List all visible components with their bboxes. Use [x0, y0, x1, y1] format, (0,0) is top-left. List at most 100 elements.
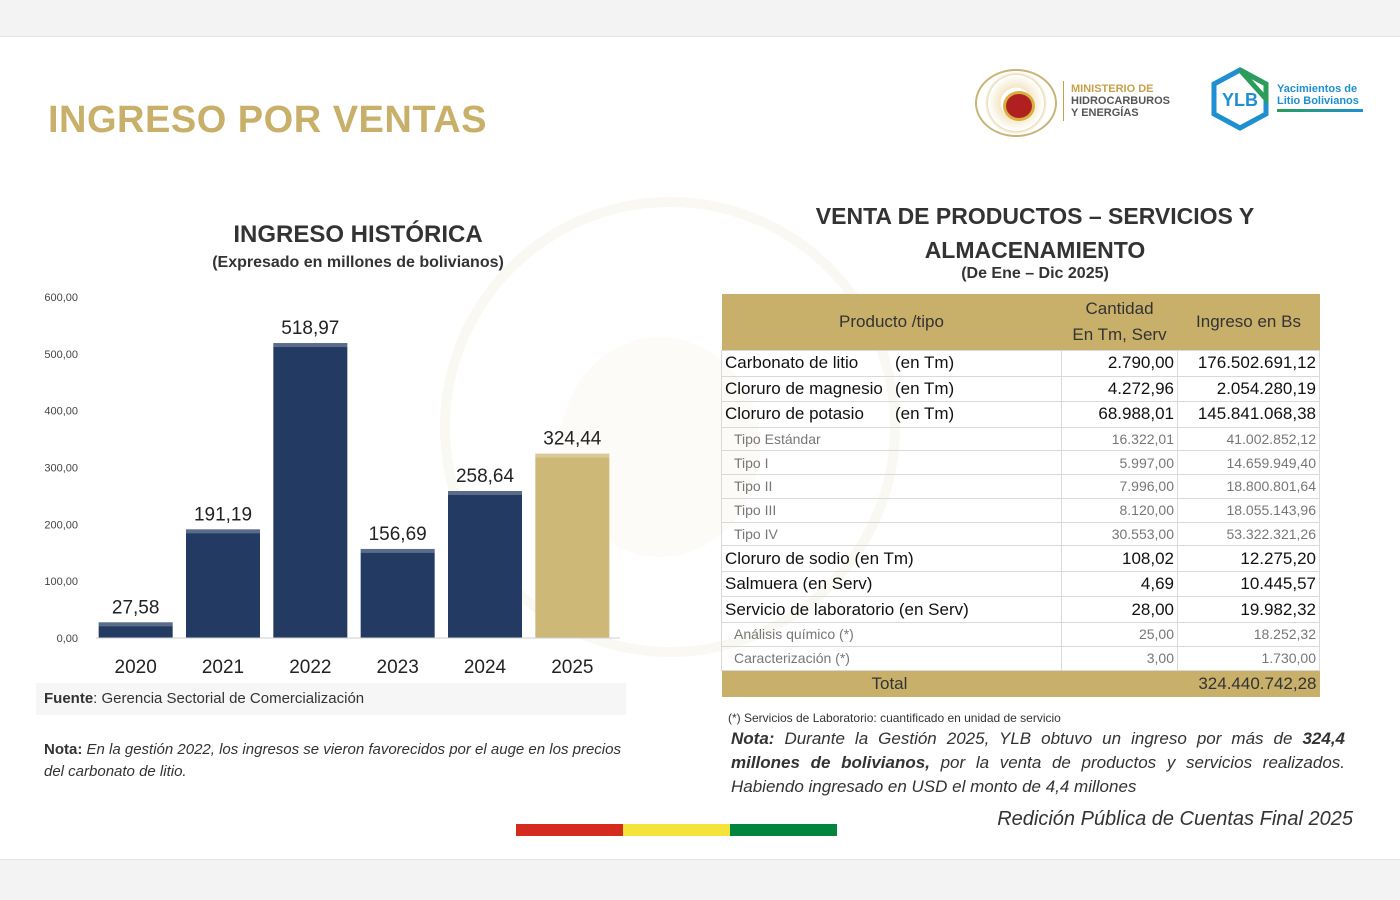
- table-row: Servicio de laboratorio (en Serv) 28,00 19…: [721, 596, 1320, 623]
- quantity-cell: 8.120,00: [1061, 497, 1178, 523]
- product-name-cell: Cloruro de potasio (en Tm): [721, 401, 1062, 428]
- income-bar-chart: 0,00 100,00 200,00 300,00 400,00 500,00 600,00…: [44, 292, 620, 678]
- income-cell: 176.502.691,12: [1177, 350, 1320, 377]
- flag-stripe-3: [730, 824, 837, 836]
- y-tick-label: 500,00: [44, 349, 78, 361]
- presidency-seal-icon: [975, 69, 1057, 137]
- ylb-mark: YLB: [1222, 90, 1258, 110]
- product-name-cell: Servicio de laboratorio (en Serv): [721, 596, 1062, 623]
- bar-2020: [98, 622, 173, 638]
- left-note: Nota: En la gestión 2022, los ingresos s…: [44, 739, 634, 783]
- quantity-cell: 108,02: [1061, 545, 1178, 572]
- ylb-line-2: Litio Bolivianos: [1277, 95, 1359, 107]
- header-product: Producto /tipo: [721, 294, 1062, 351]
- table-title-line-2: ALMACENAMIENTO: [924, 237, 1146, 263]
- bar-highlight: [273, 343, 348, 348]
- right-note-label: Nota:: [731, 729, 775, 748]
- source-band: [36, 683, 626, 715]
- header-quantity-line-2: En Tm, Serv: [1072, 325, 1167, 344]
- income-cell: 14.659.949,40: [1177, 450, 1320, 476]
- income-cell: 41.002.852,12: [1177, 426, 1320, 452]
- quantity-cell: 7.996,00: [1061, 474, 1178, 499]
- product-name-cell: Tipo III: [721, 497, 1062, 523]
- ministry-logo-text: MINISTERIO DE HIDROCARBUROS Y ENERGÍAS: [1071, 83, 1170, 119]
- bar-value-label: 258,64: [456, 466, 515, 487]
- product-name-cell: Cloruro de magnesio (en Tm): [721, 375, 1062, 402]
- bar-value-label: 156,69: [369, 524, 427, 545]
- income-cell: 1.730,00: [1177, 645, 1320, 671]
- source-label: Fuente: [44, 690, 94, 707]
- income-cell: 12.275,20: [1177, 545, 1320, 572]
- bar-value-label: 191,19: [194, 504, 252, 525]
- ministry-line-1: MINISTERIO DE: [1071, 83, 1154, 95]
- bar-2021: [186, 529, 260, 638]
- x-tick-label: 2022: [289, 657, 331, 678]
- bar-highlight: [535, 453, 610, 458]
- flag-stripe-2: [623, 824, 730, 836]
- bar-highlight: [186, 529, 260, 534]
- quantity-cell: 30.553,00: [1061, 521, 1178, 547]
- bar-highlight: [98, 622, 173, 627]
- table-row: Análisis químico (*) 25,00 18.252,32: [721, 621, 1320, 647]
- product-name-cell: Salmuera (en Serv): [721, 570, 1062, 598]
- table-row: Carbonato de litio (en Tm) 2.790,00 176.502…: [721, 350, 1320, 377]
- quantity-cell: 4.272,96: [1061, 375, 1178, 402]
- bar-2024: [448, 491, 522, 638]
- product-unit: (en Tm): [895, 353, 955, 373]
- source-note: Fuente: Gerencia Sectorial de Comerciali…: [44, 690, 364, 707]
- bar-2023: [360, 548, 435, 638]
- income-cell: 145.841.068,38: [1177, 401, 1320, 428]
- ylb-logo-text: Yacimientos de Litio Bolivianos: [1277, 83, 1359, 107]
- x-tick-label: 2025: [551, 657, 593, 678]
- header-quantity-line-1: Cantidad: [1085, 299, 1154, 318]
- header-income: Ingreso en Bs: [1177, 294, 1320, 351]
- bar-value-label: 27,58: [112, 597, 160, 618]
- table-title-line-1: VENTA DE PRODUCTOS – SERVICIOS Y: [815, 203, 1255, 229]
- bar-value-label: 518,97: [281, 318, 339, 339]
- table-row: Tipo I 5.997,00 14.659.949,40: [721, 450, 1320, 476]
- y-tick-label: 600,00: [44, 292, 78, 304]
- quantity-cell: 4,69: [1061, 570, 1178, 598]
- right-note-text-2: por la venta de productos y servicios re…: [731, 753, 1345, 796]
- product-name-cell: Análisis químico (*): [721, 621, 1062, 647]
- y-tick-label: 100,00: [44, 576, 78, 588]
- product-name: Carbonato de litio: [725, 353, 859, 373]
- bar-value-label: 324,44: [543, 429, 602, 450]
- x-tick-label: 2023: [377, 657, 419, 678]
- quantity-cell: 5.997,00: [1061, 450, 1178, 476]
- ministry-line-3: Y ENERGÍAS: [1071, 107, 1139, 119]
- product-name-cell: Tipo IV: [721, 521, 1062, 547]
- total-value: 324.440.742,28: [1177, 670, 1320, 697]
- bar-highlight: [360, 548, 435, 553]
- quantity-cell: 3,00: [1061, 645, 1178, 671]
- left-note-label: Nota:: [44, 741, 83, 758]
- x-tick-label: 2020: [115, 657, 157, 678]
- product-name-cell: Tipo II: [721, 474, 1062, 499]
- table-row: Salmuera (en Serv) 4,69 10.445,57: [721, 570, 1320, 598]
- table-row: Tipo Estándar 16.322,01 41.002.852,12: [721, 426, 1320, 452]
- table-row: Cloruro de sodio (en Tm) 108,02 12.275,20: [721, 545, 1320, 572]
- product-name-cell: Cloruro de sodio (en Tm): [721, 545, 1062, 572]
- quantity-cell: 68.988,01: [1061, 401, 1178, 428]
- product-name: Cloruro de potasio: [725, 404, 864, 424]
- ministry-line-2: HIDROCARBUROS: [1071, 95, 1170, 107]
- quantity-cell: 28,00: [1061, 596, 1178, 623]
- income-cell: 18.252,32: [1177, 621, 1320, 647]
- product-name-cell: Carbonato de litio (en Tm): [721, 350, 1062, 377]
- chart-subtitle: (Expresado en millones de bolivianos): [212, 254, 504, 271]
- table-row: Cloruro de potasio (en Tm) 68.988,01 145.84…: [721, 401, 1320, 428]
- product-unit: (en Tm): [895, 378, 955, 398]
- right-note-bold: 324,4 millones de bolivianos,: [731, 729, 1345, 772]
- logo-divider: [1063, 81, 1064, 121]
- product-name-cell: Caracterización (*): [721, 645, 1062, 671]
- ylb-hexagon-icon: YLB: [1211, 67, 1269, 131]
- source-text: : Gerencia Sectorial de Comercialización: [93, 690, 365, 707]
- y-tick-label: 200,00: [44, 519, 78, 531]
- product-name-cell: Tipo Estándar: [721, 426, 1062, 452]
- y-tick-label: 400,00: [44, 406, 78, 418]
- table-period: (De Ene – Dic 2025): [961, 265, 1109, 282]
- left-note-text: En la gestión 2022, los ingresos se vier…: [44, 741, 621, 780]
- quantity-cell: 25,00: [1061, 621, 1178, 647]
- product-sales-table: Producto /tipo Cantidad En Tm, Serv Ingr…: [721, 294, 1320, 697]
- income-cell: 19.982,32: [1177, 596, 1320, 623]
